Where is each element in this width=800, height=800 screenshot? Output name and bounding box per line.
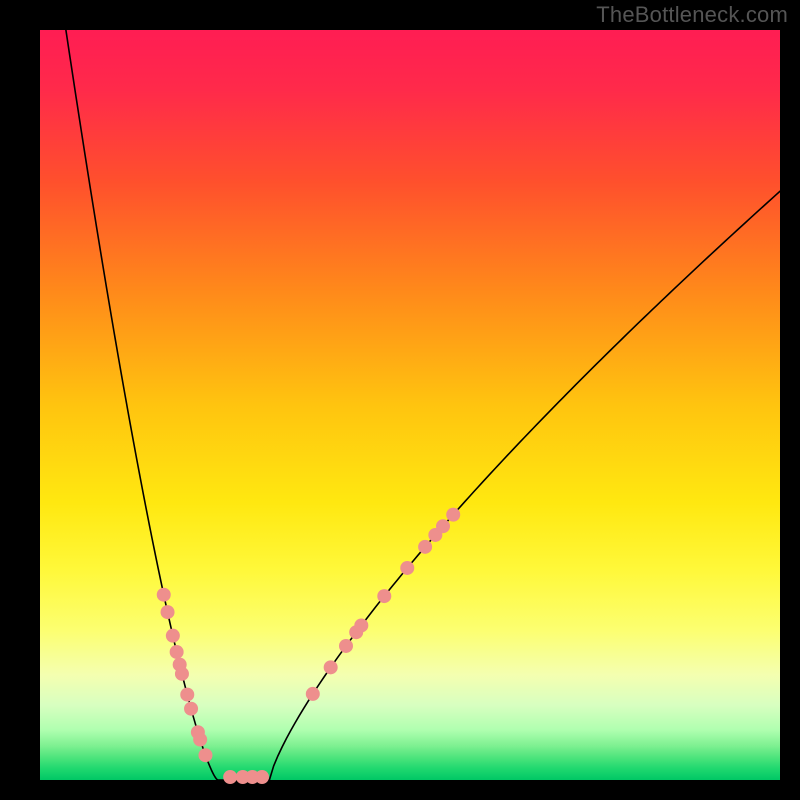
- data-point: [166, 629, 180, 643]
- data-point: [446, 508, 460, 522]
- data-point: [184, 702, 198, 716]
- data-point: [175, 667, 189, 681]
- data-point: [223, 770, 237, 784]
- data-point: [400, 561, 414, 575]
- data-point: [339, 639, 353, 653]
- data-point: [157, 588, 171, 602]
- data-point: [198, 748, 212, 762]
- watermark-label: TheBottleneck.com: [596, 2, 788, 28]
- bottleneck-chart: [0, 0, 800, 800]
- data-point: [436, 519, 450, 533]
- plot-area: [40, 30, 780, 780]
- chart-container: TheBottleneck.com: [0, 0, 800, 800]
- data-point: [324, 660, 338, 674]
- data-point: [255, 770, 269, 784]
- data-point: [170, 645, 184, 659]
- data-point: [193, 733, 207, 747]
- data-point: [418, 540, 432, 554]
- data-point: [354, 618, 368, 632]
- data-point: [377, 589, 391, 603]
- data-point: [161, 605, 175, 619]
- data-point: [180, 688, 194, 702]
- data-point: [306, 687, 320, 701]
